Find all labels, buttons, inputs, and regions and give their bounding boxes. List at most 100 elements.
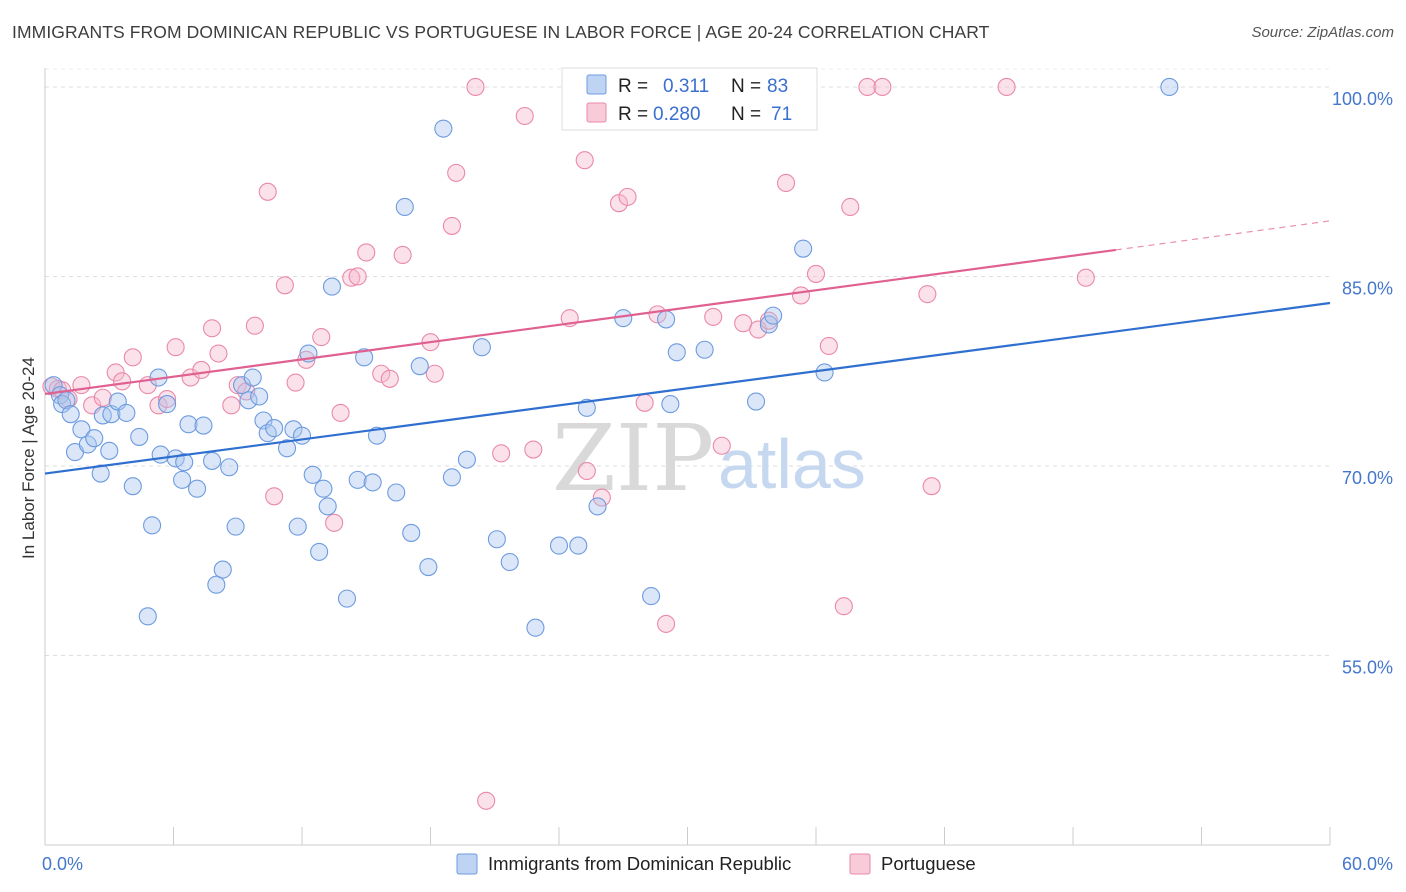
legend-r-label: R = xyxy=(618,104,648,125)
watermark-zip: ZIP xyxy=(552,405,714,512)
dominican-point xyxy=(277,439,297,458)
dominican-point xyxy=(442,468,461,487)
dominican-point xyxy=(764,306,783,325)
dominican-point xyxy=(500,552,519,572)
portuguese-point xyxy=(166,338,185,357)
portuguese-point xyxy=(348,267,367,286)
dominican-point xyxy=(213,560,232,579)
dominican-point xyxy=(175,453,194,472)
portuguese-point xyxy=(192,360,211,380)
portuguese-point xyxy=(734,314,753,333)
gridlines xyxy=(45,68,1330,656)
watermark: ZIP atlas xyxy=(552,405,866,512)
dominican-point xyxy=(173,470,192,489)
dominican-point xyxy=(794,239,813,258)
portuguese-point xyxy=(93,388,112,407)
portuguese-point xyxy=(834,597,853,616)
y-tick-label: 70.0% xyxy=(1342,468,1393,488)
dominican-point xyxy=(746,392,766,411)
portuguese-point xyxy=(657,614,676,633)
dominican-point xyxy=(194,416,213,435)
legend-r-value: 0.280 xyxy=(653,104,701,125)
dominican-point xyxy=(526,618,545,637)
portuguese-point xyxy=(819,336,838,356)
dominican-point xyxy=(226,517,245,536)
dominican-point xyxy=(243,368,262,387)
portuguese-point xyxy=(158,389,177,409)
portuguese-point xyxy=(312,328,331,347)
portuguese-point xyxy=(515,106,534,126)
bottom-legend-label-dominican: Immigrants from Dominican Republic xyxy=(488,853,791,874)
dominican-point xyxy=(642,587,661,606)
portuguese-point xyxy=(712,436,731,455)
portuguese-point xyxy=(997,77,1016,97)
dominican-point xyxy=(348,470,367,489)
dominican-point xyxy=(402,523,421,542)
trend-line-portuguese-extension xyxy=(1115,220,1331,251)
dominican-point xyxy=(179,415,198,434)
portuguese-point xyxy=(806,264,826,283)
y-tick-labels: 55.0% 70.0% 85.0% 100.0% xyxy=(1332,89,1393,678)
portuguese-point xyxy=(618,187,637,206)
dominican-point xyxy=(265,419,284,438)
y-tick-label: 85.0% xyxy=(1342,278,1393,298)
portuguese-point xyxy=(106,363,125,382)
bottom-legend-swatch-dominican xyxy=(456,853,478,875)
bottom-legend-swatch-portuguese xyxy=(849,853,871,875)
portuguese-point xyxy=(577,461,596,481)
portuguese-point xyxy=(575,151,594,170)
portuguese-point xyxy=(222,396,241,415)
dominican-point xyxy=(667,343,686,362)
axes xyxy=(44,68,1331,846)
dominican-point xyxy=(303,465,322,484)
watermark-atlas: atlas xyxy=(718,425,866,503)
trend-line-portuguese xyxy=(44,248,1116,396)
dominican-point xyxy=(232,376,252,395)
dominican-point xyxy=(419,557,438,577)
portuguese-point xyxy=(1076,268,1095,287)
dominican-point xyxy=(577,398,596,417)
portuguese-point xyxy=(873,77,892,97)
y-axis-label: In Labor Force | Age 20-24 xyxy=(19,357,38,559)
dominican-point xyxy=(130,427,149,446)
dominican-point xyxy=(614,309,633,328)
source-credit: Source: ZipAtlas.com xyxy=(1251,24,1394,41)
dominican-point xyxy=(759,315,778,334)
portuguese-point xyxy=(492,444,511,463)
portuguese-point xyxy=(372,364,391,383)
dominican-point xyxy=(367,426,387,445)
bottom-legend-label-portuguese: Portuguese xyxy=(881,853,976,874)
dominican-point xyxy=(85,429,104,448)
y-tick-label: 100.0% xyxy=(1332,89,1393,109)
trend-lines xyxy=(44,220,1331,475)
x-tick-labels: 0.0% 60.0% xyxy=(42,854,1393,874)
portuguese-point xyxy=(342,268,361,287)
portuguese-point xyxy=(245,316,264,335)
portuguese-point xyxy=(265,487,284,506)
portuguese-point xyxy=(123,348,142,367)
dominican-point xyxy=(457,450,476,469)
dominican-point xyxy=(239,391,258,410)
trend-line-dominican xyxy=(44,301,1331,475)
portuguese-point xyxy=(258,182,277,201)
dominican-point xyxy=(151,445,170,464)
portuguese-point xyxy=(393,245,412,265)
dominican-point xyxy=(123,477,142,496)
portuguese-point xyxy=(425,364,444,383)
legend-n-value: 71 xyxy=(771,104,792,125)
dominican-point xyxy=(322,277,342,296)
dominican-points xyxy=(44,77,1179,637)
portuguese-point xyxy=(380,369,399,388)
portuguese-point xyxy=(704,307,723,326)
dominican-point xyxy=(318,497,337,516)
portuguese-points xyxy=(42,77,1095,810)
dominican-point xyxy=(472,338,491,357)
portuguese-point xyxy=(325,513,344,532)
portuguese-point xyxy=(203,319,222,338)
portuguese-point xyxy=(447,163,466,182)
dominican-point xyxy=(549,536,569,555)
dominican-point xyxy=(1160,77,1179,97)
portuguese-point xyxy=(477,791,496,810)
dominican-point xyxy=(363,473,382,492)
dominican-point xyxy=(657,310,676,329)
